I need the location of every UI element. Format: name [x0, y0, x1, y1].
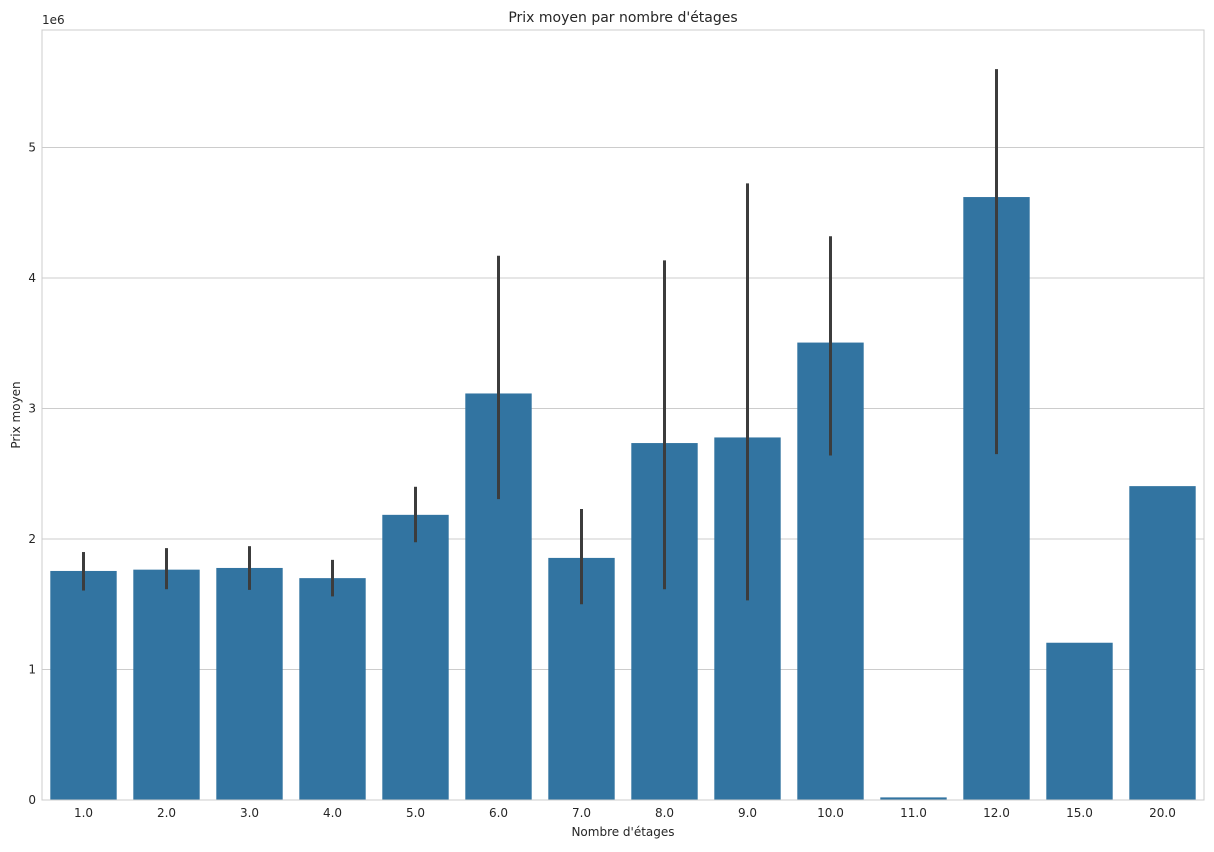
bars — [50, 197, 1196, 800]
y-axis-label: Prix moyen — [9, 381, 23, 448]
bar — [880, 797, 947, 800]
y-tick-label: 3 — [28, 401, 36, 415]
x-tick-label: 10.0 — [817, 806, 844, 820]
y-tick-label: 5 — [28, 140, 36, 154]
bar — [382, 514, 449, 800]
x-tick-label: 3.0 — [240, 806, 259, 820]
bar — [1046, 642, 1113, 800]
x-tick-label: 4.0 — [323, 806, 342, 820]
x-tick-label: 8.0 — [655, 806, 674, 820]
y-tick-label: 0 — [28, 793, 36, 807]
x-tick-label: 1.0 — [74, 806, 93, 820]
y-tick-label: 2 — [28, 532, 36, 546]
x-tick-label: 12.0 — [983, 806, 1010, 820]
x-axis-label: Nombre d'étages — [571, 825, 674, 839]
bar — [299, 578, 366, 800]
y-offset-label: 1e6 — [42, 13, 65, 27]
x-tick-label: 15.0 — [1066, 806, 1093, 820]
x-tick-label: 5.0 — [406, 806, 425, 820]
x-tick-label: 6.0 — [489, 806, 508, 820]
bar — [216, 567, 283, 800]
x-tick-label: 20.0 — [1149, 806, 1176, 820]
x-tick-label: 2.0 — [157, 806, 176, 820]
bar — [133, 569, 200, 800]
y-tick-label: 4 — [28, 271, 36, 285]
y-tick-labels: 0 1 2 3 4 5 — [28, 140, 36, 807]
x-tick-label: 9.0 — [738, 806, 757, 820]
error-bars — [82, 69, 998, 605]
x-tick-labels: 1.0 2.0 3.0 4.0 5.0 6.0 7.0 8.0 9.0 10.0 11.0 12.0 1… — [74, 806, 1176, 820]
x-tick-label: 7.0 — [572, 806, 591, 820]
y-tick-label: 1 — [28, 662, 36, 676]
chart-title: Prix moyen par nombre d'étages — [508, 10, 737, 26]
bar — [50, 570, 117, 800]
plot-frame — [41, 29, 1205, 801]
bar — [1129, 486, 1196, 800]
x-tick-label: 11.0 — [900, 806, 927, 820]
